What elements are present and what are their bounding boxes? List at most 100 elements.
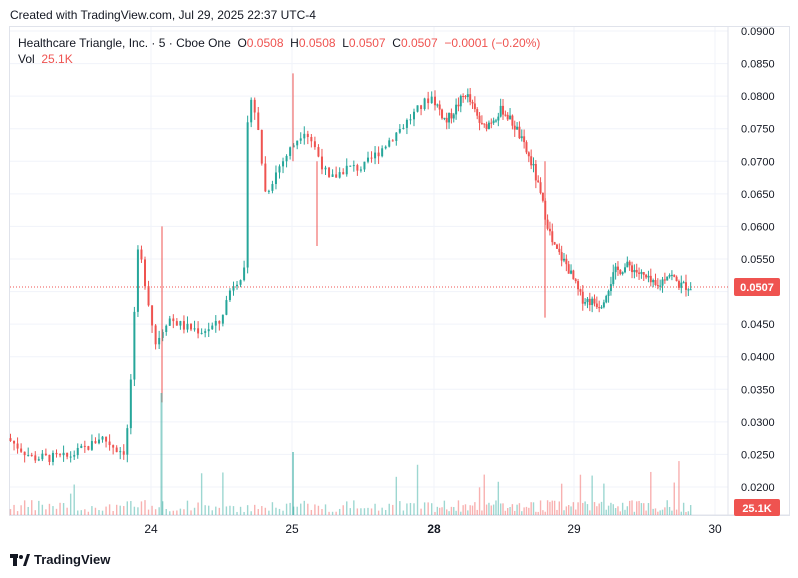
candle-body xyxy=(48,454,51,462)
high-value: 0.0508 xyxy=(298,36,336,50)
volume-bar xyxy=(321,509,323,515)
volume-bar xyxy=(652,508,654,515)
candle-body xyxy=(158,337,161,345)
volume-bar xyxy=(239,506,242,515)
volume-bar xyxy=(682,502,685,515)
candle-body xyxy=(274,172,277,185)
volume-bar xyxy=(126,501,129,515)
volume-bar xyxy=(200,473,203,515)
volume-bar xyxy=(193,507,196,515)
candle-body xyxy=(299,138,302,141)
candle-body xyxy=(443,117,446,119)
candle-body xyxy=(101,436,104,440)
volume-bar xyxy=(381,507,383,515)
volume-bar xyxy=(628,500,631,515)
candle-body xyxy=(306,133,309,138)
candle-body xyxy=(485,124,488,130)
candle-body xyxy=(377,152,380,157)
symbol-title[interactable]: Healthcare Triangle, Inc. · 5 · Cboe One xyxy=(18,36,231,50)
candle-body xyxy=(317,147,320,157)
candle-body xyxy=(214,320,217,326)
volume-bar xyxy=(69,493,72,515)
candle-body xyxy=(90,441,93,450)
candle-body xyxy=(246,122,249,268)
volume-bar xyxy=(537,511,539,515)
open-label: O xyxy=(237,36,247,50)
volume-bar xyxy=(289,502,291,515)
y-tick-label: 0.0600 xyxy=(741,221,775,233)
candle-body xyxy=(541,192,544,201)
volume-bar xyxy=(292,452,294,515)
candle-body xyxy=(626,261,629,268)
candle-body xyxy=(551,231,554,243)
volume-bar xyxy=(591,475,593,515)
volume-bar xyxy=(511,504,514,515)
volume-bar xyxy=(471,505,474,515)
volume-bar xyxy=(523,507,525,515)
volume-bar xyxy=(605,509,607,515)
candle-body xyxy=(534,164,537,181)
candle-body xyxy=(452,114,455,119)
volume-bar xyxy=(457,500,460,515)
candle-body xyxy=(172,318,175,322)
volume-bar xyxy=(603,483,605,515)
volume-bar xyxy=(349,508,351,515)
candle-body xyxy=(207,329,210,332)
footer-brand[interactable]: TradingView xyxy=(10,552,110,567)
volume-bar xyxy=(647,503,650,515)
candle-body xyxy=(612,272,615,285)
candle-body xyxy=(112,445,115,448)
candle-body xyxy=(144,259,147,287)
candle-body xyxy=(670,274,673,276)
volume-bar xyxy=(664,507,666,515)
candle-body xyxy=(497,116,500,121)
volume-bar xyxy=(133,506,136,515)
volume-bar xyxy=(420,508,422,515)
volume-bar xyxy=(485,504,488,515)
volume-value: 25.1K xyxy=(41,52,73,66)
candle-body xyxy=(62,452,65,456)
candle-body xyxy=(553,242,556,245)
volume-bar xyxy=(497,481,500,515)
volume-bar xyxy=(612,504,614,515)
volume-bar xyxy=(675,509,678,515)
volume-bar xyxy=(31,500,33,515)
candle-body xyxy=(119,451,122,453)
volume-bar xyxy=(154,509,157,515)
candle-body xyxy=(635,269,638,273)
volume-bar xyxy=(222,472,224,515)
volume-bar xyxy=(310,509,313,515)
volume-bar xyxy=(476,509,478,515)
candle-body xyxy=(473,103,476,110)
volume-bar xyxy=(218,507,221,515)
volume-bar xyxy=(666,500,668,515)
volume-bar xyxy=(598,503,600,515)
candle-body xyxy=(154,325,157,345)
volume-bar xyxy=(98,510,100,515)
volume-bar xyxy=(119,505,121,515)
candle-body xyxy=(349,165,352,167)
candle-body xyxy=(574,279,577,282)
volume-bar xyxy=(462,505,464,515)
close-value: 0.0507 xyxy=(400,36,438,50)
volume-bar xyxy=(66,507,68,515)
volume-bar xyxy=(535,511,537,515)
candle-body xyxy=(654,280,657,285)
volume-bar xyxy=(438,507,441,515)
volume-bar xyxy=(370,508,373,515)
high-label: H xyxy=(290,36,299,50)
volume-bar xyxy=(399,501,401,515)
volume-bar xyxy=(268,510,270,515)
candle-body xyxy=(581,291,584,304)
volume-bar xyxy=(450,506,453,515)
volume-bar xyxy=(453,507,455,515)
candle-body xyxy=(420,105,423,110)
y-tick-label: 0.0900 xyxy=(741,26,775,38)
candle-body xyxy=(147,286,150,306)
volume-bar xyxy=(530,502,532,515)
candle-body xyxy=(250,99,253,123)
volume-bar xyxy=(335,511,337,515)
volume-bar xyxy=(197,502,199,515)
candle-body xyxy=(328,167,331,177)
